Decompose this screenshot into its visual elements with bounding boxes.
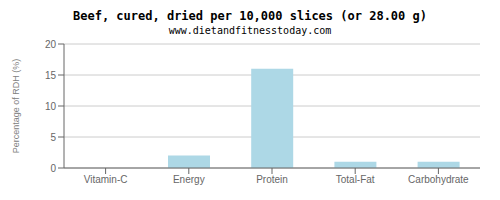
svg-text:10: 10 — [45, 101, 57, 112]
svg-text:Vitamin-C: Vitamin-C — [84, 174, 128, 185]
svg-text:5: 5 — [50, 132, 56, 143]
svg-text:0: 0 — [50, 163, 56, 174]
svg-text:Energy: Energy — [173, 174, 205, 185]
svg-text:15: 15 — [45, 70, 57, 81]
svg-text:20: 20 — [45, 39, 57, 50]
svg-text:Percentage of RDH (%): Percentage of RDH (%) — [11, 59, 21, 154]
svg-text:Total-Fat: Total-Fat — [336, 174, 375, 185]
html-text:www.dietandfitnesstoday.com: www.dietandfitnesstoday.com — [168, 25, 332, 36]
svg-text:Carbohydrate: Carbohydrate — [408, 174, 469, 185]
html-text:Beef, cured, dried per 10,000: Beef, cured, dried per 10,000 slices (or… — [73, 9, 427, 23]
svg-text:Protein: Protein — [256, 174, 288, 185]
